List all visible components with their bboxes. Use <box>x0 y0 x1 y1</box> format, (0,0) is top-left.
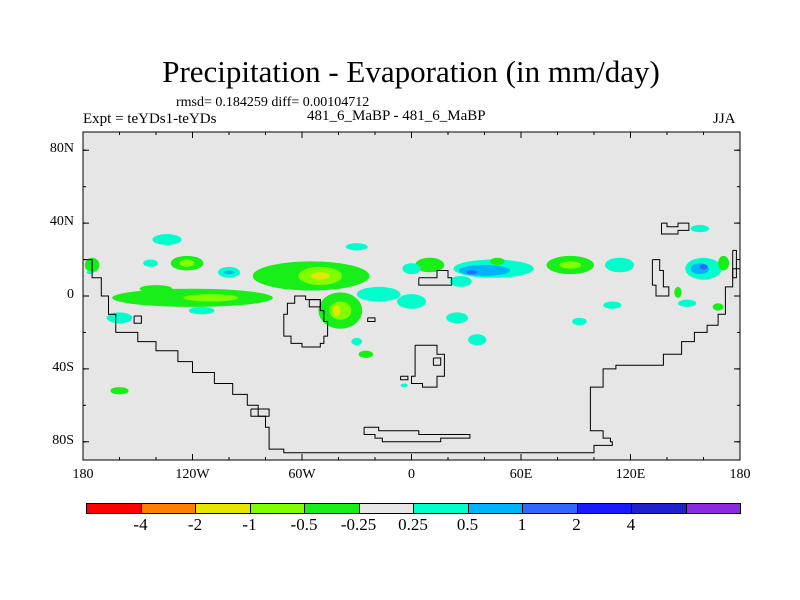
colorbar-label: -1 <box>242 515 257 534</box>
anomaly-region <box>415 257 445 273</box>
anomaly-region <box>690 224 709 233</box>
anomaly-region <box>110 387 129 395</box>
anomaly-region <box>690 263 709 275</box>
colorbar-label: 2 <box>572 515 581 534</box>
anomaly-region <box>458 265 511 276</box>
anomaly-region <box>604 257 635 273</box>
anomaly-region <box>572 317 587 326</box>
chart-title: Precipitation - Evaporation (in mm/day) <box>162 54 660 89</box>
case-label: 481_6_MaBP - 481_6_MaBP <box>307 108 486 124</box>
experiment-label: Expt = teYDs1-teYDs <box>83 111 217 127</box>
coastline <box>432 357 442 366</box>
anomaly-region <box>333 305 341 317</box>
colorbar-box <box>140 503 196 514</box>
colorbar-label: 1 <box>517 515 527 534</box>
anomaly-region <box>179 259 195 267</box>
anomaly-region <box>400 383 408 388</box>
coastline <box>661 222 690 235</box>
rmsd-diff-stats: rmsd= 0.184259 diff= 0.00104712 <box>176 95 370 110</box>
colorbar-box <box>522 503 578 514</box>
anomaly-region <box>396 294 427 309</box>
anomaly-region <box>356 286 401 302</box>
y-tick-label: 40N <box>49 214 74 230</box>
anomaly-region <box>449 275 472 287</box>
coastline <box>418 270 453 286</box>
anomaly-region <box>718 255 730 271</box>
coastline <box>400 375 409 381</box>
y-tick-label: 80S <box>52 432 74 448</box>
colorbar-label: -0.25 <box>340 515 377 534</box>
colorbar-label: 0.5 <box>456 515 479 534</box>
anomaly-region <box>712 303 724 311</box>
anomaly-region <box>559 261 582 269</box>
y-tick-label: 0 <box>67 287 74 302</box>
y-tick-label: 40S <box>52 359 74 375</box>
x-tick-label: 0 <box>408 467 415 482</box>
anomaly-field-group <box>84 224 730 395</box>
coastline <box>250 408 270 417</box>
x-tick-label: 180 <box>72 467 94 482</box>
anomaly-region <box>402 263 421 275</box>
coastline <box>308 299 321 308</box>
colorbar <box>86 503 741 514</box>
anomaly-region <box>329 301 352 320</box>
axis-ticks-group <box>82 132 741 460</box>
anomaly-region <box>603 301 622 309</box>
x-tick-label: 60E <box>509 467 533 482</box>
anomaly-region <box>152 234 182 245</box>
coastline <box>732 249 737 279</box>
colorbar-box <box>249 503 305 514</box>
colorbar-label: -0.5 <box>290 515 318 534</box>
colorbar-label: -2 <box>187 515 203 534</box>
colorbar-box <box>631 503 687 514</box>
colorbar-box <box>576 503 632 514</box>
anomaly-region <box>674 286 682 298</box>
coastline <box>367 317 376 322</box>
x-tick-label: 60W <box>288 467 316 482</box>
colorbar-label: 4 <box>626 515 636 534</box>
anomaly-region <box>223 270 235 275</box>
coastline <box>363 426 471 443</box>
anomaly-region <box>468 334 487 346</box>
anomaly-region <box>183 294 239 302</box>
x-tick-label: 120W <box>175 467 210 482</box>
anomaly-region <box>143 259 158 267</box>
colorbar-box <box>195 503 251 514</box>
coastline <box>651 259 670 297</box>
colorbar-box <box>358 503 414 514</box>
colorbar-box <box>304 503 360 514</box>
anomaly-region <box>86 270 94 275</box>
anomaly-region <box>188 306 215 315</box>
anomaly-region <box>345 243 368 251</box>
coastline <box>411 344 445 388</box>
anomaly-region <box>489 257 505 266</box>
anomaly-region <box>446 312 469 324</box>
season-label: JJA <box>713 111 736 127</box>
x-tick-label: 120E <box>615 467 646 482</box>
colorbar-box <box>86 503 142 514</box>
anomaly-region <box>677 299 697 307</box>
coastline <box>133 315 142 324</box>
anomaly-region <box>311 272 330 280</box>
colorbar-box <box>685 503 741 514</box>
coastline-group <box>83 222 740 454</box>
coastline <box>283 295 329 348</box>
coastline <box>83 259 740 454</box>
colorbar-box <box>467 503 523 514</box>
colorbar-label: -4 <box>133 515 148 534</box>
anomaly-region <box>139 285 173 293</box>
anomaly-region <box>358 350 374 358</box>
anomaly-region <box>699 264 708 270</box>
anomaly-region <box>106 312 133 324</box>
y-tick-label: 80N <box>49 141 74 157</box>
colorbar-label: 0.25 <box>398 515 428 534</box>
x-tick-label: 180 <box>729 467 751 482</box>
anomaly-region <box>351 337 363 346</box>
anomaly-region <box>466 270 478 275</box>
colorbar-box <box>413 503 469 514</box>
